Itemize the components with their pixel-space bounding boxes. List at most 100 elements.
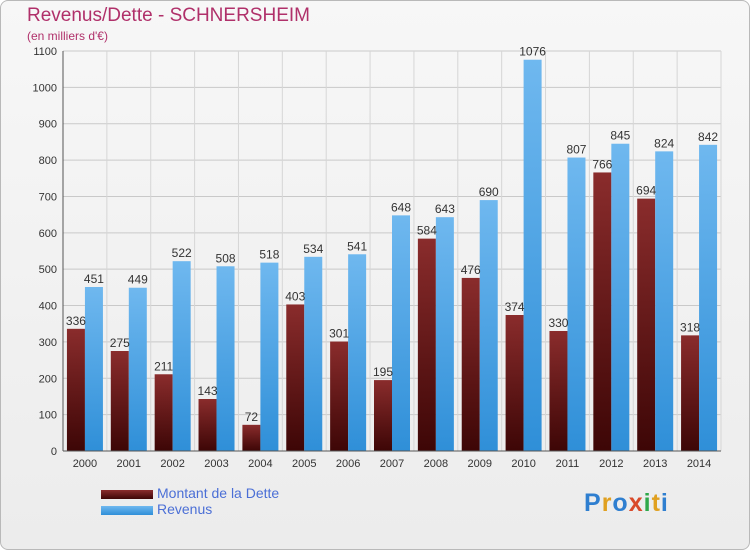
bar-dette-2005 — [286, 304, 305, 451]
data-label-revenus-2006: 541 — [347, 239, 367, 253]
bar-revenus-2005 — [304, 256, 323, 451]
chart-title: Revenus/Dette - SCHNERSHEIM — [27, 5, 310, 26]
unit-label: (en milliers d'€) — [27, 29, 108, 43]
x-tick-label-2009: 2009 — [467, 458, 491, 470]
logo-letter: i — [643, 489, 652, 517]
data-label-dette-2008: 584 — [417, 224, 437, 238]
data-label-dette-2000: 336 — [66, 314, 86, 328]
bar-revenus-2014 — [699, 144, 718, 451]
bar-revenus-2000 — [84, 287, 103, 451]
legend-label-dette: Montant de la Dette — [157, 485, 280, 501]
logo-letter: i — [660, 489, 669, 517]
data-label-dette-2001: 275 — [110, 336, 130, 350]
x-tick-label-2006: 2006 — [336, 458, 360, 470]
data-label-revenus-2010: 1076 — [519, 45, 546, 59]
x-tick-label-2008: 2008 — [424, 458, 448, 470]
y-tick-label: 1100 — [33, 46, 57, 58]
y-tick-label: 300 — [39, 337, 57, 349]
logo-letter: o — [612, 489, 629, 517]
data-label-revenus-2007: 648 — [391, 200, 411, 214]
y-tick-label: 600 — [39, 228, 57, 240]
data-label-revenus-2000: 451 — [84, 272, 104, 286]
x-tick-label-2012: 2012 — [599, 458, 623, 470]
data-label-revenus-2003: 508 — [216, 251, 236, 265]
bar-revenus-2012 — [611, 143, 630, 451]
proxiti-logo: Proxiti — [584, 489, 669, 518]
bar-dette-2014 — [681, 335, 700, 451]
bar-revenus-2006 — [348, 254, 367, 451]
x-tick-label-2001: 2001 — [117, 458, 141, 470]
y-tick-label: 200 — [39, 373, 57, 385]
data-label-dette-2009: 476 — [461, 263, 481, 277]
data-label-revenus-2014: 842 — [698, 130, 718, 144]
data-label-dette-2006: 301 — [329, 327, 349, 341]
x-tick-label-2010: 2010 — [511, 458, 535, 470]
legend-item-revenus: Revenus — [101, 501, 279, 517]
bar-revenus-2001 — [128, 287, 147, 451]
legend-label-revenus: Revenus — [157, 501, 213, 517]
bar-dette-2010 — [505, 315, 524, 451]
bar-revenus-2007 — [392, 215, 410, 451]
data-label-revenus-2009: 690 — [479, 185, 499, 199]
bar-revenus-2003 — [216, 266, 235, 451]
bar-dette-2001 — [110, 351, 129, 451]
x-tick-label-2011: 2011 — [556, 458, 580, 470]
x-tick-label-2014: 2014 — [687, 458, 711, 470]
bar-dette-2011 — [549, 331, 568, 451]
data-label-dette-2005: 403 — [285, 289, 305, 303]
data-label-revenus-2012: 845 — [610, 129, 630, 143]
bar-revenus-2008 — [435, 217, 454, 451]
data-label-dette-2013: 694 — [636, 184, 656, 198]
y-tick-label: 400 — [39, 301, 57, 313]
bar-dette-2007 — [374, 380, 392, 451]
data-label-revenus-2002: 522 — [172, 246, 192, 260]
bar-dette-2008 — [417, 238, 436, 451]
bar-revenus-2009 — [479, 200, 498, 451]
bar-revenus-2011 — [567, 157, 586, 451]
y-tick-label: 800 — [39, 155, 57, 167]
bar-dette-2012 — [593, 172, 612, 452]
x-tick-label-2000: 2000 — [73, 458, 97, 470]
legend-item-dette: Montant de la Dette — [101, 485, 279, 501]
y-tick-label: 500 — [39, 264, 57, 276]
bar-revenus-2010 — [523, 59, 542, 452]
data-label-dette-2004: 72 — [245, 410, 259, 424]
bar-chart: 336 451 275 449 211 522 143 508 72 518 403 534 301 54… — [33, 45, 722, 470]
data-label-revenus-2005: 534 — [303, 242, 323, 256]
bar-dette-2006 — [330, 341, 349, 451]
x-tick-label-2005: 2005 — [292, 458, 316, 470]
x-tick-label-2013: 2013 — [643, 458, 667, 470]
bar-revenus-2013 — [655, 151, 674, 451]
data-label-dette-2002: 211 — [154, 359, 173, 373]
data-label-dette-2014: 318 — [680, 320, 700, 334]
legend: Montant de la Dette Revenus — [101, 485, 279, 517]
y-tick-label: 900 — [39, 119, 57, 131]
data-label-dette-2011: 330 — [548, 316, 568, 330]
data-label-revenus-2008: 643 — [435, 202, 455, 216]
data-label-revenus-2013: 824 — [654, 136, 674, 150]
x-tick-label-2007: 2007 — [380, 458, 404, 470]
bar-revenus-2004 — [260, 262, 279, 451]
data-label-dette-2010: 374 — [505, 300, 525, 314]
data-label-dette-2003: 143 — [198, 384, 218, 398]
x-tick-label-2003: 2003 — [204, 458, 228, 470]
y-tick-label: 700 — [39, 191, 57, 203]
data-label-dette-2012: 766 — [592, 157, 612, 171]
data-label-revenus-2004: 518 — [259, 248, 279, 262]
logo-letter: t — [651, 489, 661, 517]
y-tick-label: 100 — [39, 410, 57, 422]
data-label-revenus-2011: 807 — [566, 143, 586, 157]
data-label-revenus-2001: 449 — [128, 273, 148, 287]
bar-dette-2004 — [242, 424, 261, 451]
legend-swatch-revenus — [101, 505, 153, 515]
x-tick-label-2004: 2004 — [248, 458, 272, 470]
logo-letter: r — [601, 489, 613, 517]
bar-dette-2000 — [66, 328, 85, 451]
legend-swatch-dette — [101, 489, 153, 499]
x-tick-label-2002: 2002 — [160, 458, 184, 470]
logo-letter: x — [628, 489, 644, 517]
bar-dette-2009 — [461, 277, 480, 451]
bar-dette-2002 — [154, 374, 173, 451]
data-label-dette-2007: 195 — [373, 365, 393, 379]
